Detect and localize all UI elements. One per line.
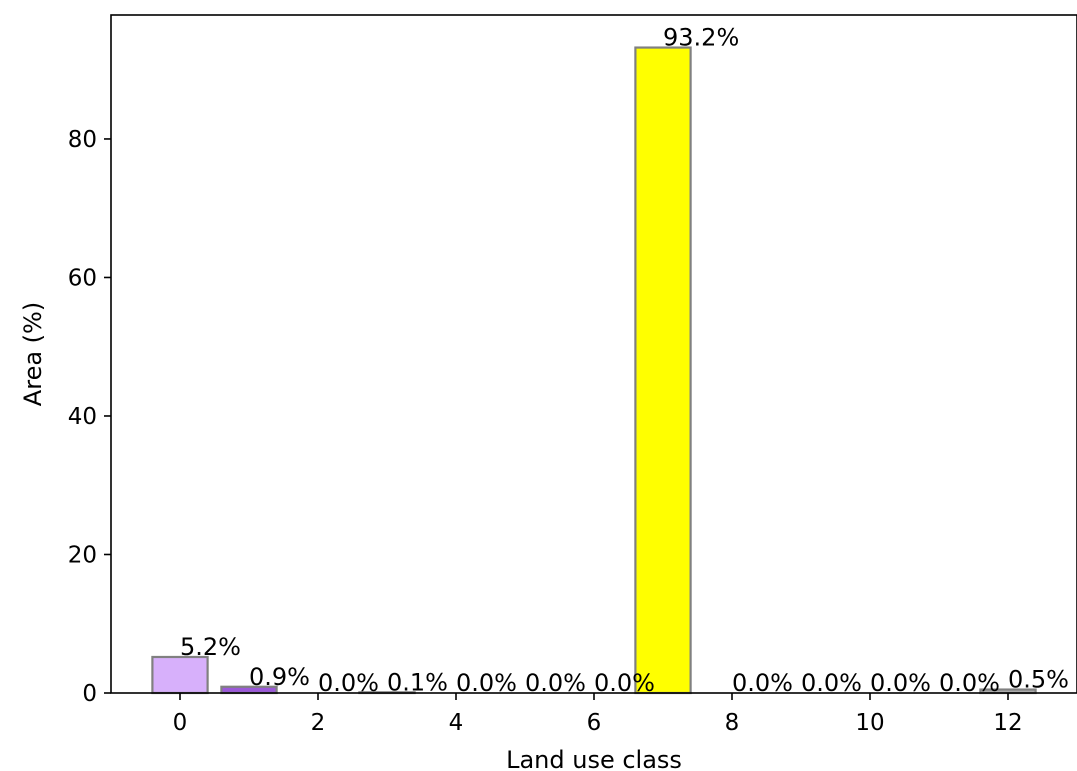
x-tick-label: 2 [311,710,326,736]
bar-class-7 [634,46,692,695]
x-axis-label: Land use class [506,746,682,771]
x-tick-label: 0 [173,710,188,736]
bars-group [151,46,1037,695]
bar-value-label: 0.1% [387,668,448,696]
y-axis-ticks: 0 20 40 60 80 [68,127,111,707]
x-tick-label: 6 [587,710,602,736]
data-labels-group: 5.2%0.9% 0.0% 0.1% 0.0% 0.0% 0.0%93.2%0.0% 0.0… [180,24,1069,697]
y-tick-label: 80 [68,127,97,153]
bar-value-label: 0.9% [249,663,310,691]
y-axis-label: Area (%) [19,302,47,406]
plot-frame [110,14,1077,694]
y-tick-label: 60 [68,265,97,291]
bar-class-0 [151,655,209,695]
y-tick-label: 0 [82,681,97,707]
x-axis-ticks: 0 2 4 6 8 10 12 [173,693,1023,736]
x-tick-label: 4 [449,710,464,736]
x-tick-label: 8 [725,710,740,736]
x-tick-label: 12 [993,710,1022,736]
y-tick-label: 40 [68,404,97,430]
bar-value-label: 0.5% [1008,666,1069,694]
bar-value-label: 5.2% [180,633,241,661]
bar-value-label: 93.2% [663,24,739,52]
x-tick-label: 10 [855,710,884,736]
y-tick-label: 20 [68,542,97,568]
